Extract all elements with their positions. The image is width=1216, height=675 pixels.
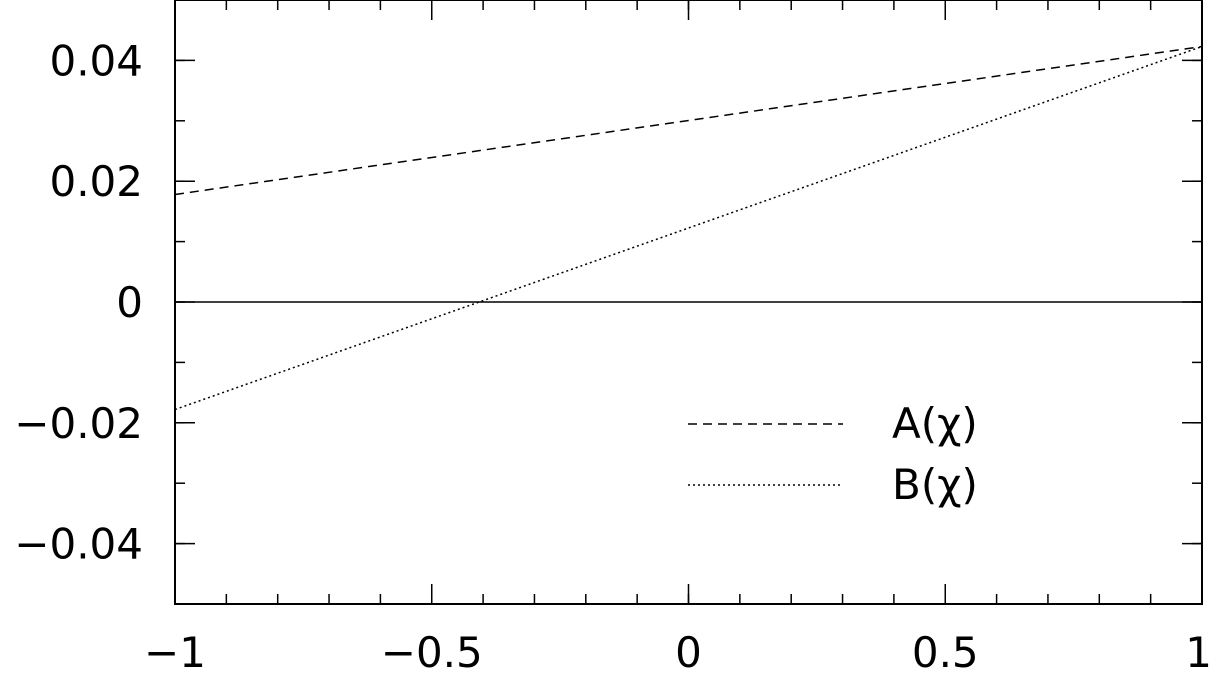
series-layer <box>174 45 1203 411</box>
x-tick-label-0-5: −0.5 <box>381 628 483 675</box>
legend-label-a: A(χ) <box>892 399 978 448</box>
x-tick-label-0: 0 <box>675 628 702 675</box>
y-tick-label-0-02: −0.02 <box>14 399 143 448</box>
y-tick-label-0-02: 0.02 <box>49 157 143 206</box>
x-tick-label-1: −1 <box>144 628 206 675</box>
x-tick-label-1: 1 <box>1185 628 1212 675</box>
x-tick-label-0-5: 0.5 <box>912 628 979 675</box>
legend: A(χ) B(χ) <box>688 399 978 509</box>
tick-labels: −1 −0.5 0 0.5 1 0.04 0.02 0 −0.02 −0.04 <box>14 36 1212 675</box>
series-line-b <box>174 45 1203 411</box>
y-tick-label-0-04: 0.04 <box>49 36 143 85</box>
series-line-a <box>174 45 1203 196</box>
y-tick-label-0: 0 <box>116 278 143 327</box>
legend-label-b: B(χ) <box>892 460 978 509</box>
y-tick-label-0-04: −0.04 <box>14 520 143 569</box>
plot-frame <box>174 0 1203 605</box>
